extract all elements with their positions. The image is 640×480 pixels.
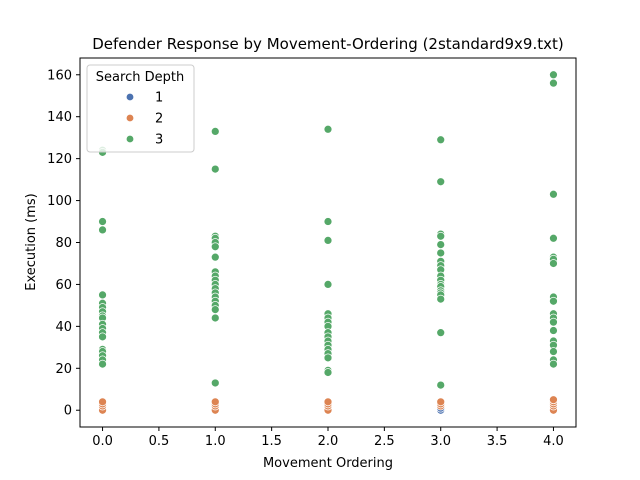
data-point-depth-3 [436, 248, 446, 258]
data-point-depth-3 [323, 280, 333, 289]
data-point-depth-3 [210, 378, 220, 388]
data-point-depth-3 [549, 347, 558, 356]
legend: Search Depth 1 2 3 [86, 64, 195, 153]
y-tick-label: 80 [55, 236, 72, 251]
y-axis: 0 20 40 60 80 100 120 140 160 [47, 68, 80, 419]
data-point-depth-3 [436, 135, 446, 145]
data-point-depth-3 [549, 326, 558, 335]
data-point-depth-2 [323, 397, 333, 407]
data-point-depth-2 [436, 397, 446, 407]
legend-label-1: 1 [155, 91, 163, 106]
y-tick-label: 120 [47, 152, 72, 167]
y-tick-label: 100 [47, 194, 72, 209]
data-point-depth-3 [436, 380, 446, 390]
data-point-depth-3 [323, 353, 333, 363]
data-point-depth-3 [98, 290, 107, 300]
data-point-depth-3 [436, 177, 446, 187]
data-point-depth-3 [210, 127, 220, 136]
data-point-depth-3 [436, 231, 446, 241]
data-point-depth-2 [98, 397, 107, 407]
x-tick-label: 3.5 [487, 434, 508, 449]
data-point-depth-2 [210, 397, 220, 407]
legend-entries: 1 2 3 [125, 91, 163, 148]
legend-label-3: 3 [155, 133, 163, 148]
x-tick-label: 1.5 [261, 434, 282, 449]
y-tick-label: 60 [55, 278, 72, 293]
data-point-depth-3 [210, 305, 220, 314]
x-tick-label: 2.0 [318, 434, 339, 449]
x-axis-label: Movement Ordering [263, 456, 393, 471]
data-point-depth-3 [436, 294, 446, 304]
data-point-depth-3 [323, 236, 333, 245]
legend-box [86, 64, 195, 153]
data-point-depth-3 [323, 217, 333, 226]
legend-label-2: 2 [155, 112, 163, 127]
data-point-depth-3 [98, 225, 107, 235]
legend-marker-3 [125, 134, 135, 144]
data-point-depth-3 [210, 164, 220, 174]
data-point-depth-3 [323, 124, 333, 134]
data-point-depth-3 [323, 368, 333, 377]
x-tick-label: 1.0 [205, 434, 226, 449]
y-tick-label: 40 [55, 320, 72, 335]
data-point-depth-3 [210, 252, 220, 262]
data-point-depth-3 [98, 332, 107, 342]
data-point-depth-3 [549, 317, 558, 327]
data-point-depth-3 [98, 217, 107, 226]
data-point-depth-3 [549, 189, 558, 199]
data-point-depth-3 [210, 313, 220, 323]
data-point-depth-3 [436, 328, 446, 338]
legend-marker-1 [125, 92, 135, 102]
data-point-depth-3 [210, 242, 220, 252]
plot-area [79, 57, 577, 428]
data-point-depth-3 [549, 70, 558, 80]
data-point-depth-2 [549, 395, 558, 405]
data-point-depth-3 [549, 78, 558, 88]
y-tick-label: 140 [47, 110, 72, 125]
chart-title: Defender Response by Movement-Ordering (… [92, 35, 563, 53]
x-tick-label: 2.5 [374, 434, 395, 449]
y-tick-label: 0 [64, 404, 72, 419]
legend-marker-2 [125, 113, 135, 123]
x-tick-label: 0.5 [149, 434, 170, 449]
data-point-depth-3 [549, 233, 558, 243]
data-point-depth-3 [549, 296, 558, 306]
data-point-depth-3 [98, 359, 107, 369]
x-tick-label: 4.0 [543, 434, 564, 449]
y-axis-label: Execution (ms) [24, 193, 39, 291]
x-tick-label: 3.0 [430, 434, 451, 449]
data-point-depth-3 [436, 240, 446, 249]
data-point-depth-3 [549, 359, 558, 369]
y-tick-label: 160 [47, 68, 72, 83]
data-point-depth-3 [549, 259, 558, 268]
x-axis: 0.0 0.5 1.0 1.5 2.0 2.5 3.0 3.5 4.0 [92, 427, 564, 449]
legend-title: Search Depth [96, 70, 184, 85]
x-tick-label: 0.0 [92, 434, 113, 449]
y-tick-label: 20 [55, 362, 72, 377]
